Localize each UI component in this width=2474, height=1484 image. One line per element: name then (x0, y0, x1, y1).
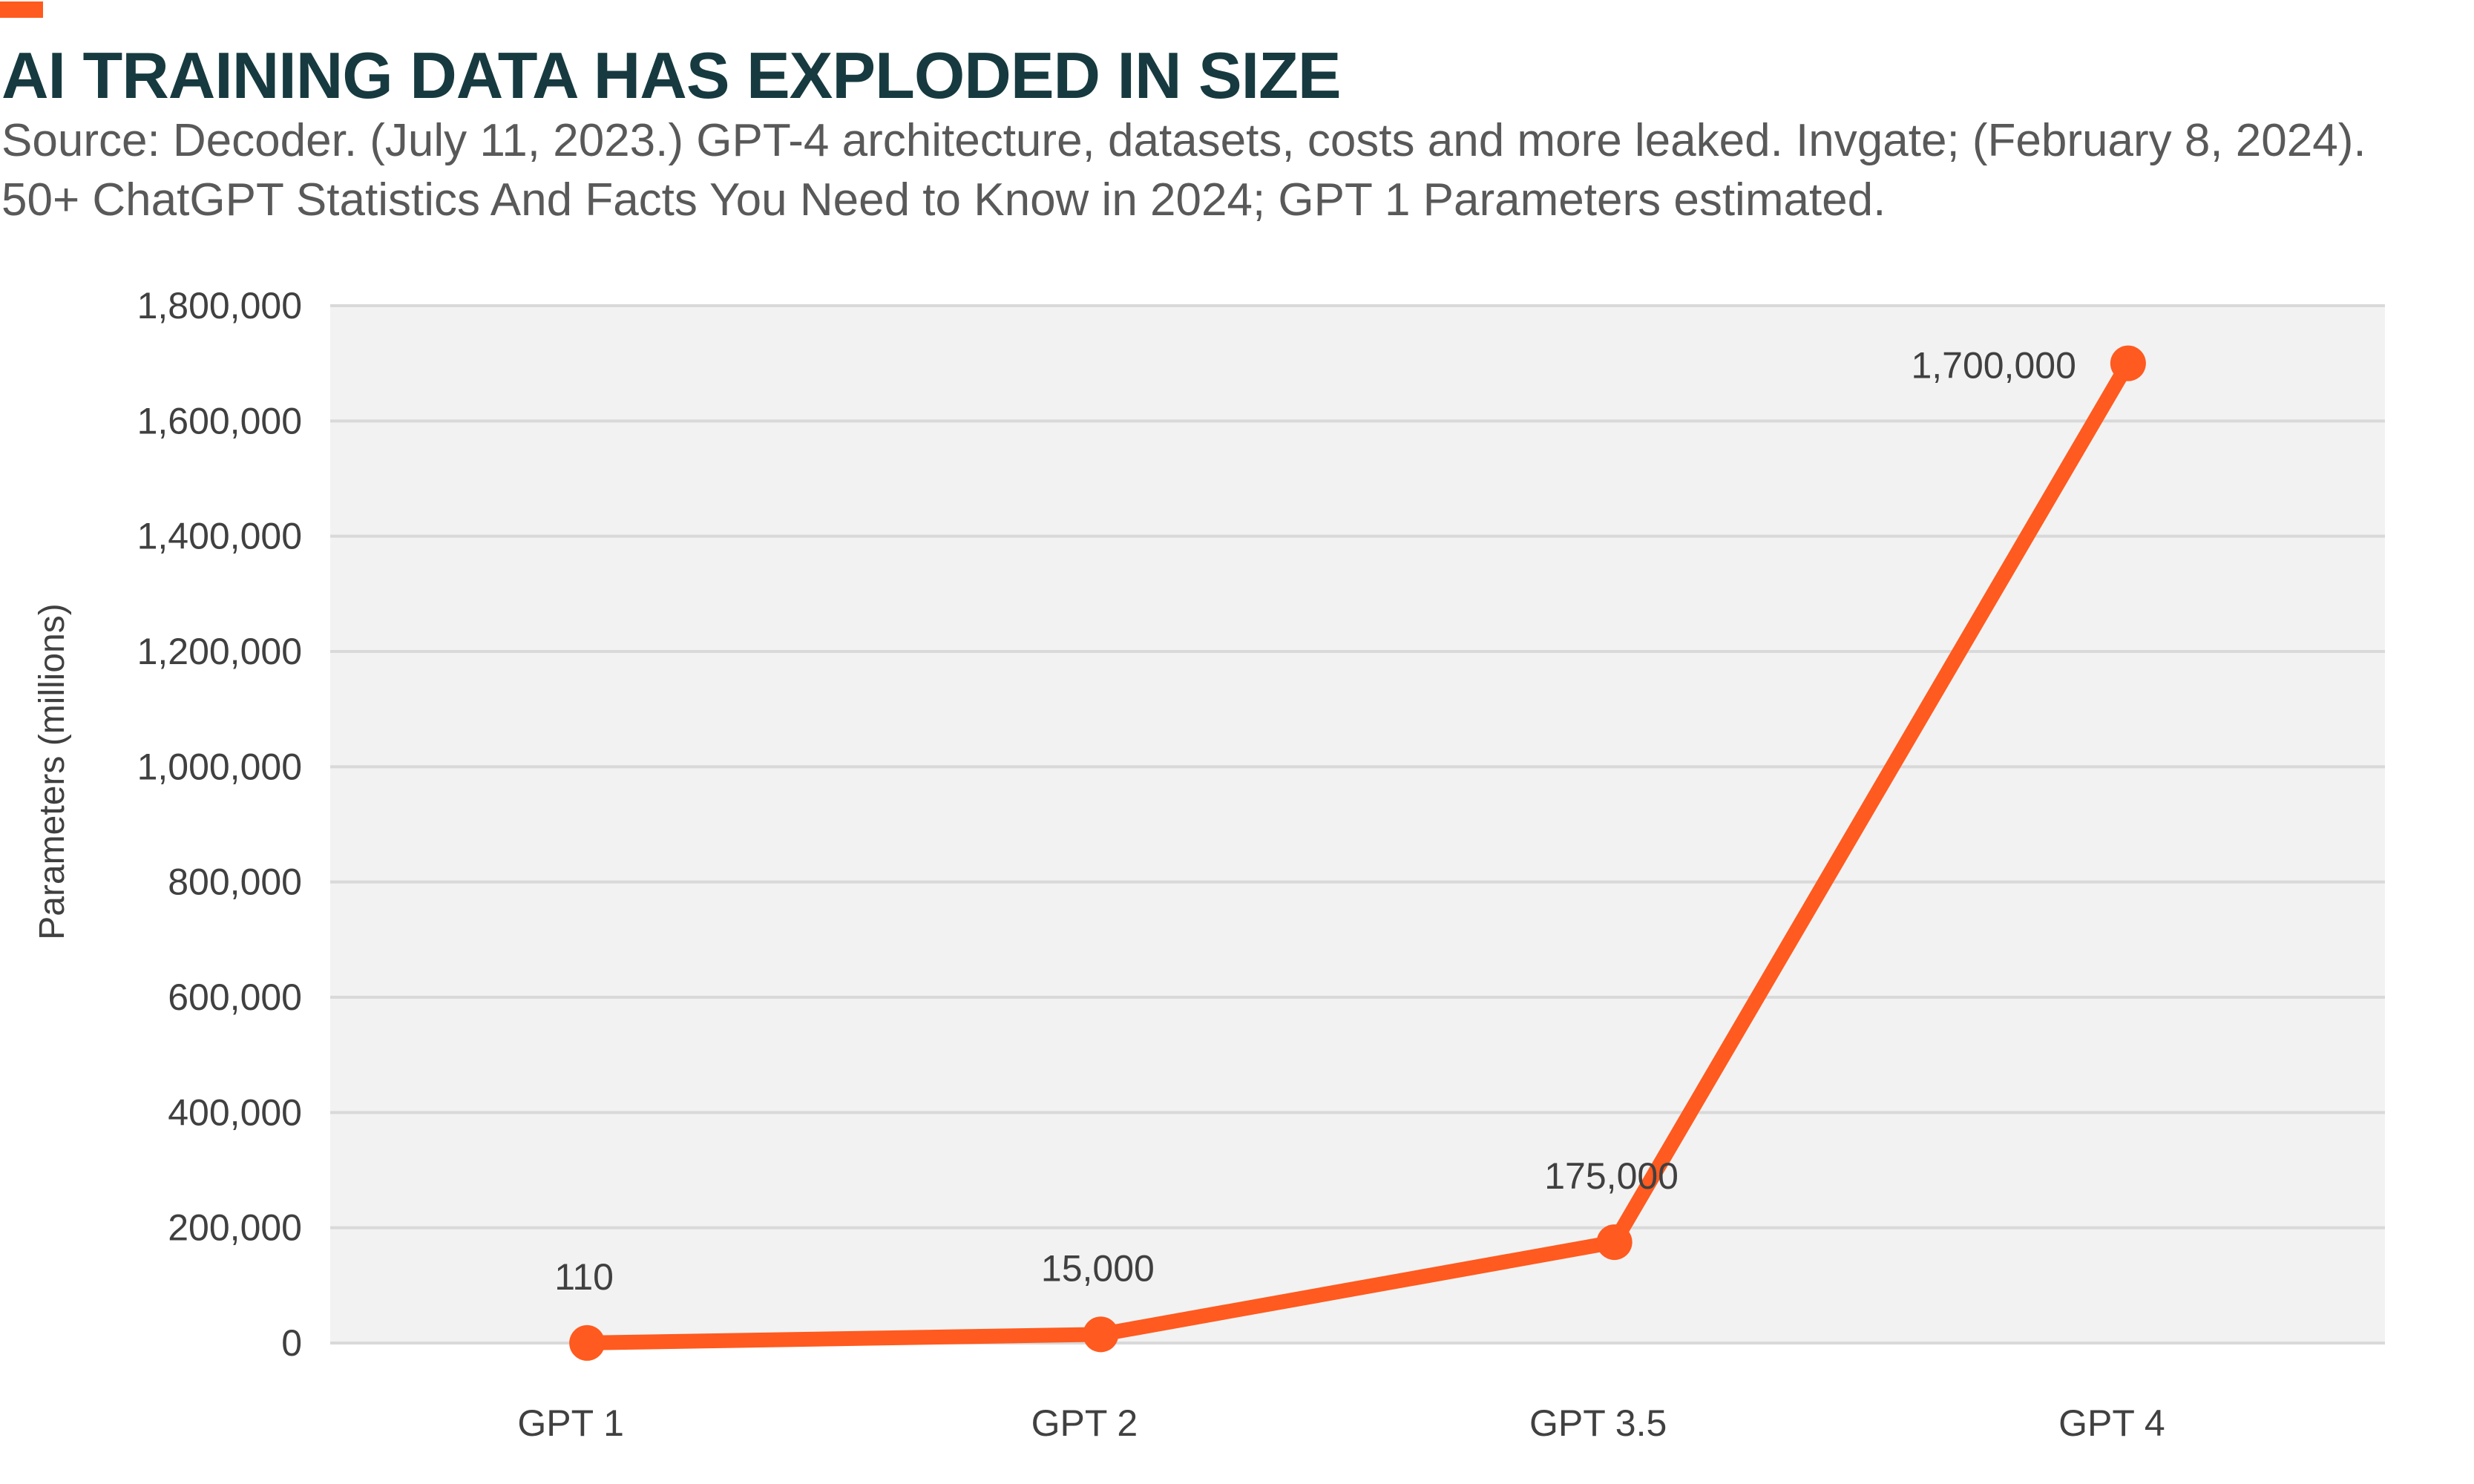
y-axis-ticks: 0 200,000 400,000 600,000 800,000 1,000,000 1,… (137, 285, 302, 1364)
y-tick-label: 1,200,000 (137, 631, 302, 672)
data-label: 1,700,000 (1911, 345, 2076, 387)
data-point (2110, 345, 2146, 381)
y-tick-label: 200,000 (168, 1207, 302, 1249)
subtitle-line-2: 50+ ChatGPT Statistics And Facts You Nee… (1, 174, 1886, 226)
subtitle-line-1: Source: Decoder. (July 11, 2023.) GPT-4 … (1, 115, 2366, 166)
y-tick-label: 800,000 (168, 861, 302, 903)
chart-title: AI TRAINING DATA HAS EXPLODED IN SIZE (1, 39, 1342, 112)
x-tick-label: GPT 4 (2058, 1402, 2165, 1444)
y-tick-label: 1,000,000 (137, 746, 302, 787)
y-tick-label: 1,800,000 (137, 285, 302, 326)
data-label: 15,000 (1041, 1247, 1155, 1289)
y-tick-label: 600,000 (168, 976, 302, 1018)
x-tick-label: GPT 2 (1031, 1402, 1138, 1444)
plot-area (330, 306, 2385, 1343)
chart-subtitle: Source: Decoder. (July 11, 2023.) GPT-4 … (1, 111, 2465, 230)
data-point (1083, 1316, 1119, 1353)
x-tick-label: GPT 3.5 (1529, 1402, 1667, 1444)
data-label: 110 (554, 1256, 614, 1298)
x-tick-label: GPT 1 (517, 1402, 624, 1444)
series-parameters (569, 345, 2146, 1361)
data-labels: 110 15,000 175,000 1,700,000 (554, 345, 2076, 1298)
y-axis-title: Parameters (millions) (33, 603, 72, 939)
series-line (580, 355, 2136, 1350)
x-axis-ticks: GPT 1 GPT 2 GPT 3.5 GPT 4 (517, 1402, 2165, 1444)
data-label: 175,000 (1544, 1155, 1679, 1197)
accent-bar (0, 1, 43, 18)
y-tick-label: 400,000 (168, 1091, 302, 1133)
y-tick-label: 1,400,000 (137, 516, 302, 557)
y-tick-label: 1,600,000 (137, 400, 302, 441)
data-point (1596, 1224, 1633, 1261)
data-point (569, 1324, 606, 1361)
y-tick-label: 0 (281, 1322, 302, 1364)
